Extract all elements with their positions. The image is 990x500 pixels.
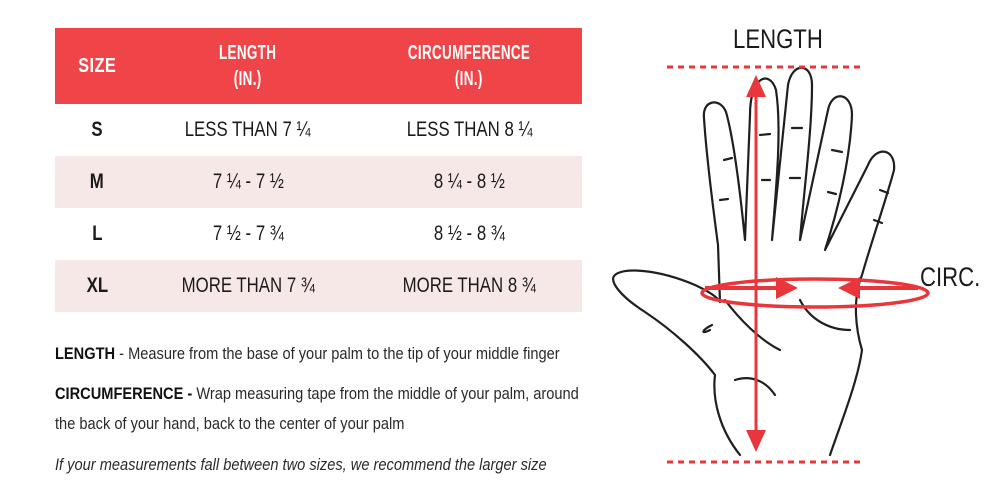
header-circumference: CIRCUMFERENCE (IN.) <box>357 28 582 104</box>
table-row: S LESS THAN 7 ¼ LESS THAN 8 ¼ <box>55 104 582 156</box>
circumference-note-continued: the back of your hand, back to the cente… <box>55 411 615 437</box>
hand-outline-icon <box>612 66 896 457</box>
circumference-term: CIRCUMFERENCE - <box>55 384 193 403</box>
hand-measurement-diagram <box>612 65 930 464</box>
cell-length: MORE THAN 7 ¾ <box>139 260 357 312</box>
cell-length: 7 ½ - 7 ¾ <box>212 222 284 245</box>
cell-circumference: 8 ¼ - 8 ½ <box>357 156 582 208</box>
cell-circumference: 8 ½ - 8 ¾ <box>434 222 505 245</box>
table-row: XL MORE THAN 7 ¾ MORE THAN 8 ¾ <box>55 260 582 312</box>
size-chart-table: SIZE LENGTH (IN.) CIRCUMFERENCE (IN.) S LE… <box>55 28 582 312</box>
recommendation-text: If your measurements fall between two si… <box>55 455 547 474</box>
length-term: LENGTH <box>55 344 116 363</box>
circumference-description-line2: the back of your hand, back to the cente… <box>55 414 405 433</box>
cell-size: XL <box>55 260 139 312</box>
circumference-note: CIRCUMFERENCE - Wrap measuring tape from… <box>55 381 615 407</box>
header-length: LENGTH (IN.) <box>139 28 357 104</box>
circumference-description-line1: Wrap measuring tape from the middle of y… <box>192 384 579 403</box>
circumference-arrow-icon <box>700 277 930 309</box>
diagram-length-label: LENGTH <box>733 24 823 54</box>
cell-size: S <box>91 118 103 141</box>
length-arrow-icon <box>667 65 863 464</box>
cell-size: M <box>55 156 139 208</box>
header-size: SIZE <box>55 28 139 104</box>
recommendation-note: If your measurements fall between two si… <box>55 452 615 478</box>
cell-size: L <box>91 222 103 245</box>
cell-length: LESS THAN 7 ¼ <box>185 118 311 141</box>
table-row: M 7 ¼ - 7 ½ 8 ¼ - 8 ½ <box>55 156 582 208</box>
cell-circumference: LESS THAN 8 ¼ <box>406 118 533 141</box>
cell-circumference: MORE THAN 8 ¾ <box>357 260 582 312</box>
table-row: L 7 ½ - 7 ¾ 8 ½ - 8 ¾ <box>55 208 582 260</box>
cell-length: 7 ¼ - 7 ½ <box>139 156 357 208</box>
diagram-circ-label: CIRC. <box>920 262 981 292</box>
table-header-row: SIZE LENGTH (IN.) CIRCUMFERENCE (IN.) <box>55 28 582 104</box>
length-note: LENGTH - Measure from the base of your p… <box>55 341 615 367</box>
length-description: - Measure from the base of your palm to … <box>115 344 560 363</box>
